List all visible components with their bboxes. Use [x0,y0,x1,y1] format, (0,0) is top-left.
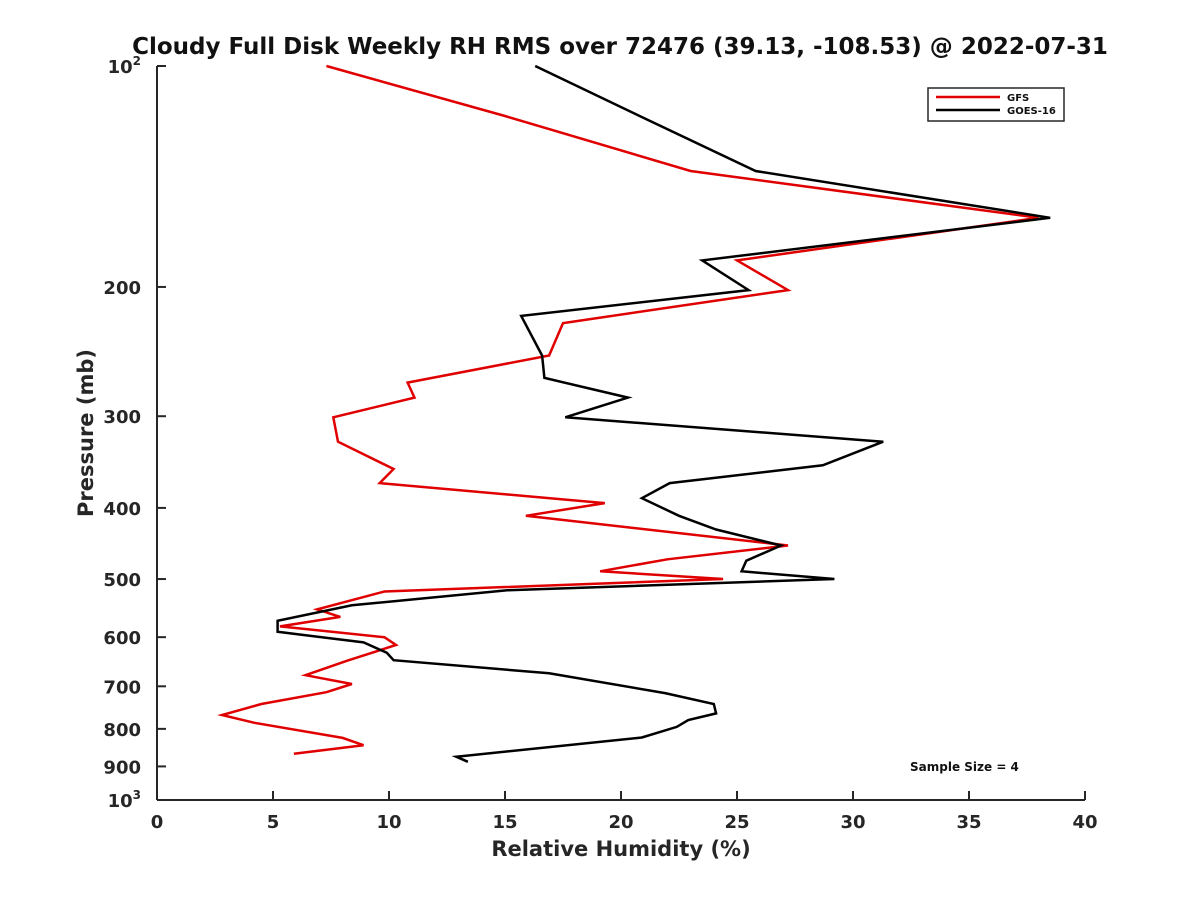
x-tick-label: 25 [724,812,749,833]
x-axis-label: Relative Humidity (%) [491,837,750,861]
x-tick-label: 20 [608,812,633,833]
series-line-gfs [217,64,1039,756]
y-tick-label: 200 [103,278,141,299]
x-tick-label: 30 [840,812,865,833]
plot-area: 0 5 10 15 20 25 30 35 40 102 200 300 400 500 600 700 80… [103,54,1097,833]
x-tick-label: 35 [956,812,981,833]
y-tick-label: 102 [108,54,141,78]
y-tick-label: 600 [103,628,141,649]
series-layer [217,64,1051,763]
y-tick-label: 900 [103,757,141,778]
x-tick-label: 15 [492,812,517,833]
x-tick-label: 10 [376,812,401,833]
y-ticks: 102 200 300 400 500 600 700 800 900 103 [103,54,166,812]
x-ticks: 0 5 10 15 20 25 30 35 40 [151,791,1098,833]
legend-box [927,87,1065,122]
chart-title: Cloudy Full Disk Weekly RH RMS over 7247… [132,34,1108,60]
y-tick-label: 103 [108,788,141,812]
y-tick-label: 300 [103,407,141,428]
y-tick-label: 700 [103,677,141,698]
y-tick-label: 800 [103,720,141,741]
legend-label-gfs: GFS [1007,93,1029,104]
y-tick-label: 400 [103,499,141,520]
x-tick-label: 5 [267,812,280,833]
sample-size-annotation: Sample Size = 4 [910,760,1019,774]
series-line-goes16 [276,64,1051,763]
y-axis-label: Pressure (mb) [74,349,98,517]
legend-label-goes16: GOES-16 [1007,106,1056,117]
x-tick-label: 0 [151,812,164,833]
y-tick-label: 500 [103,570,141,591]
x-tick-label: 40 [1072,812,1097,833]
legend: GFS GOES-16 [927,87,1065,122]
